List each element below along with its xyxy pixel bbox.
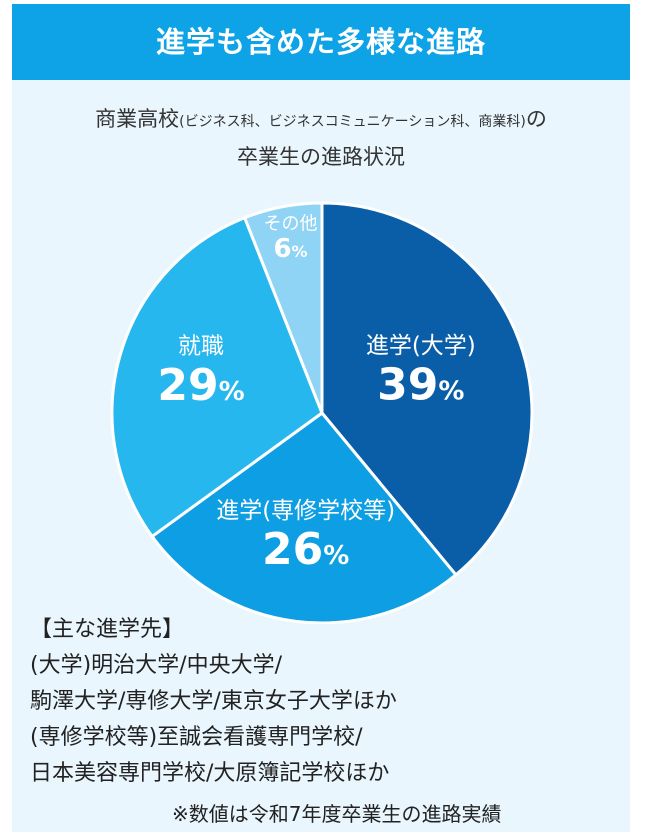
slice-label: その他 [264,214,318,235]
pie-slice [320,201,534,577]
slice-value: 6% [273,234,307,264]
chart-subtitle-line1: 商業高校(ビジネス科、ビジネスコミュニケーション科、商業科)の [12,103,630,133]
destinations-line: (専修学校等)至誠会看護専門学校/ [30,725,363,750]
slice-label: 進学(専修学校等) [216,498,395,524]
slice-label: 進学(大学) [366,333,476,359]
slice-value: 29% [157,360,244,411]
page-title: 進学も含めた多様な進路 [12,4,630,80]
subtitle-departments: (ビジネス科、ビジネスコミュニケーション科、商業科) [179,114,526,130]
slice-value: 26% [262,524,349,575]
slice-label: 就職 [178,334,224,360]
pie-slice [150,410,458,624]
destinations-line: 日本美容専門学校/大原簿記学校ほか [30,761,390,786]
destinations-line: 駒澤大学/専修大学/東京女子大学ほか [30,689,397,714]
chart-subtitle-line2: 卒業生の進路状況 [237,145,405,169]
slice-value: 39% [377,359,464,410]
subtitle-school: 商業高校 [95,107,180,131]
infographic-card: 進学も含めた多様な進路 商業高校(ビジネス科、ビジネスコミュニケーション科、商業… [12,4,630,832]
pie-slice [110,215,324,539]
subtitle-particle: の [525,107,547,131]
destinations-line: (大学)明治大学/中央大学/ [30,653,282,678]
destinations-heading: 【主な進学先】 [30,617,185,642]
footnote: ※数値は令和7年度卒業生の進路実績 [172,802,502,826]
pie-slice [242,201,324,414]
destinations-list: 【主な進学先】 (大学)明治大学/中央大学/ 駒澤大学/専修大学/東京女子大学ほ… [30,612,397,792]
